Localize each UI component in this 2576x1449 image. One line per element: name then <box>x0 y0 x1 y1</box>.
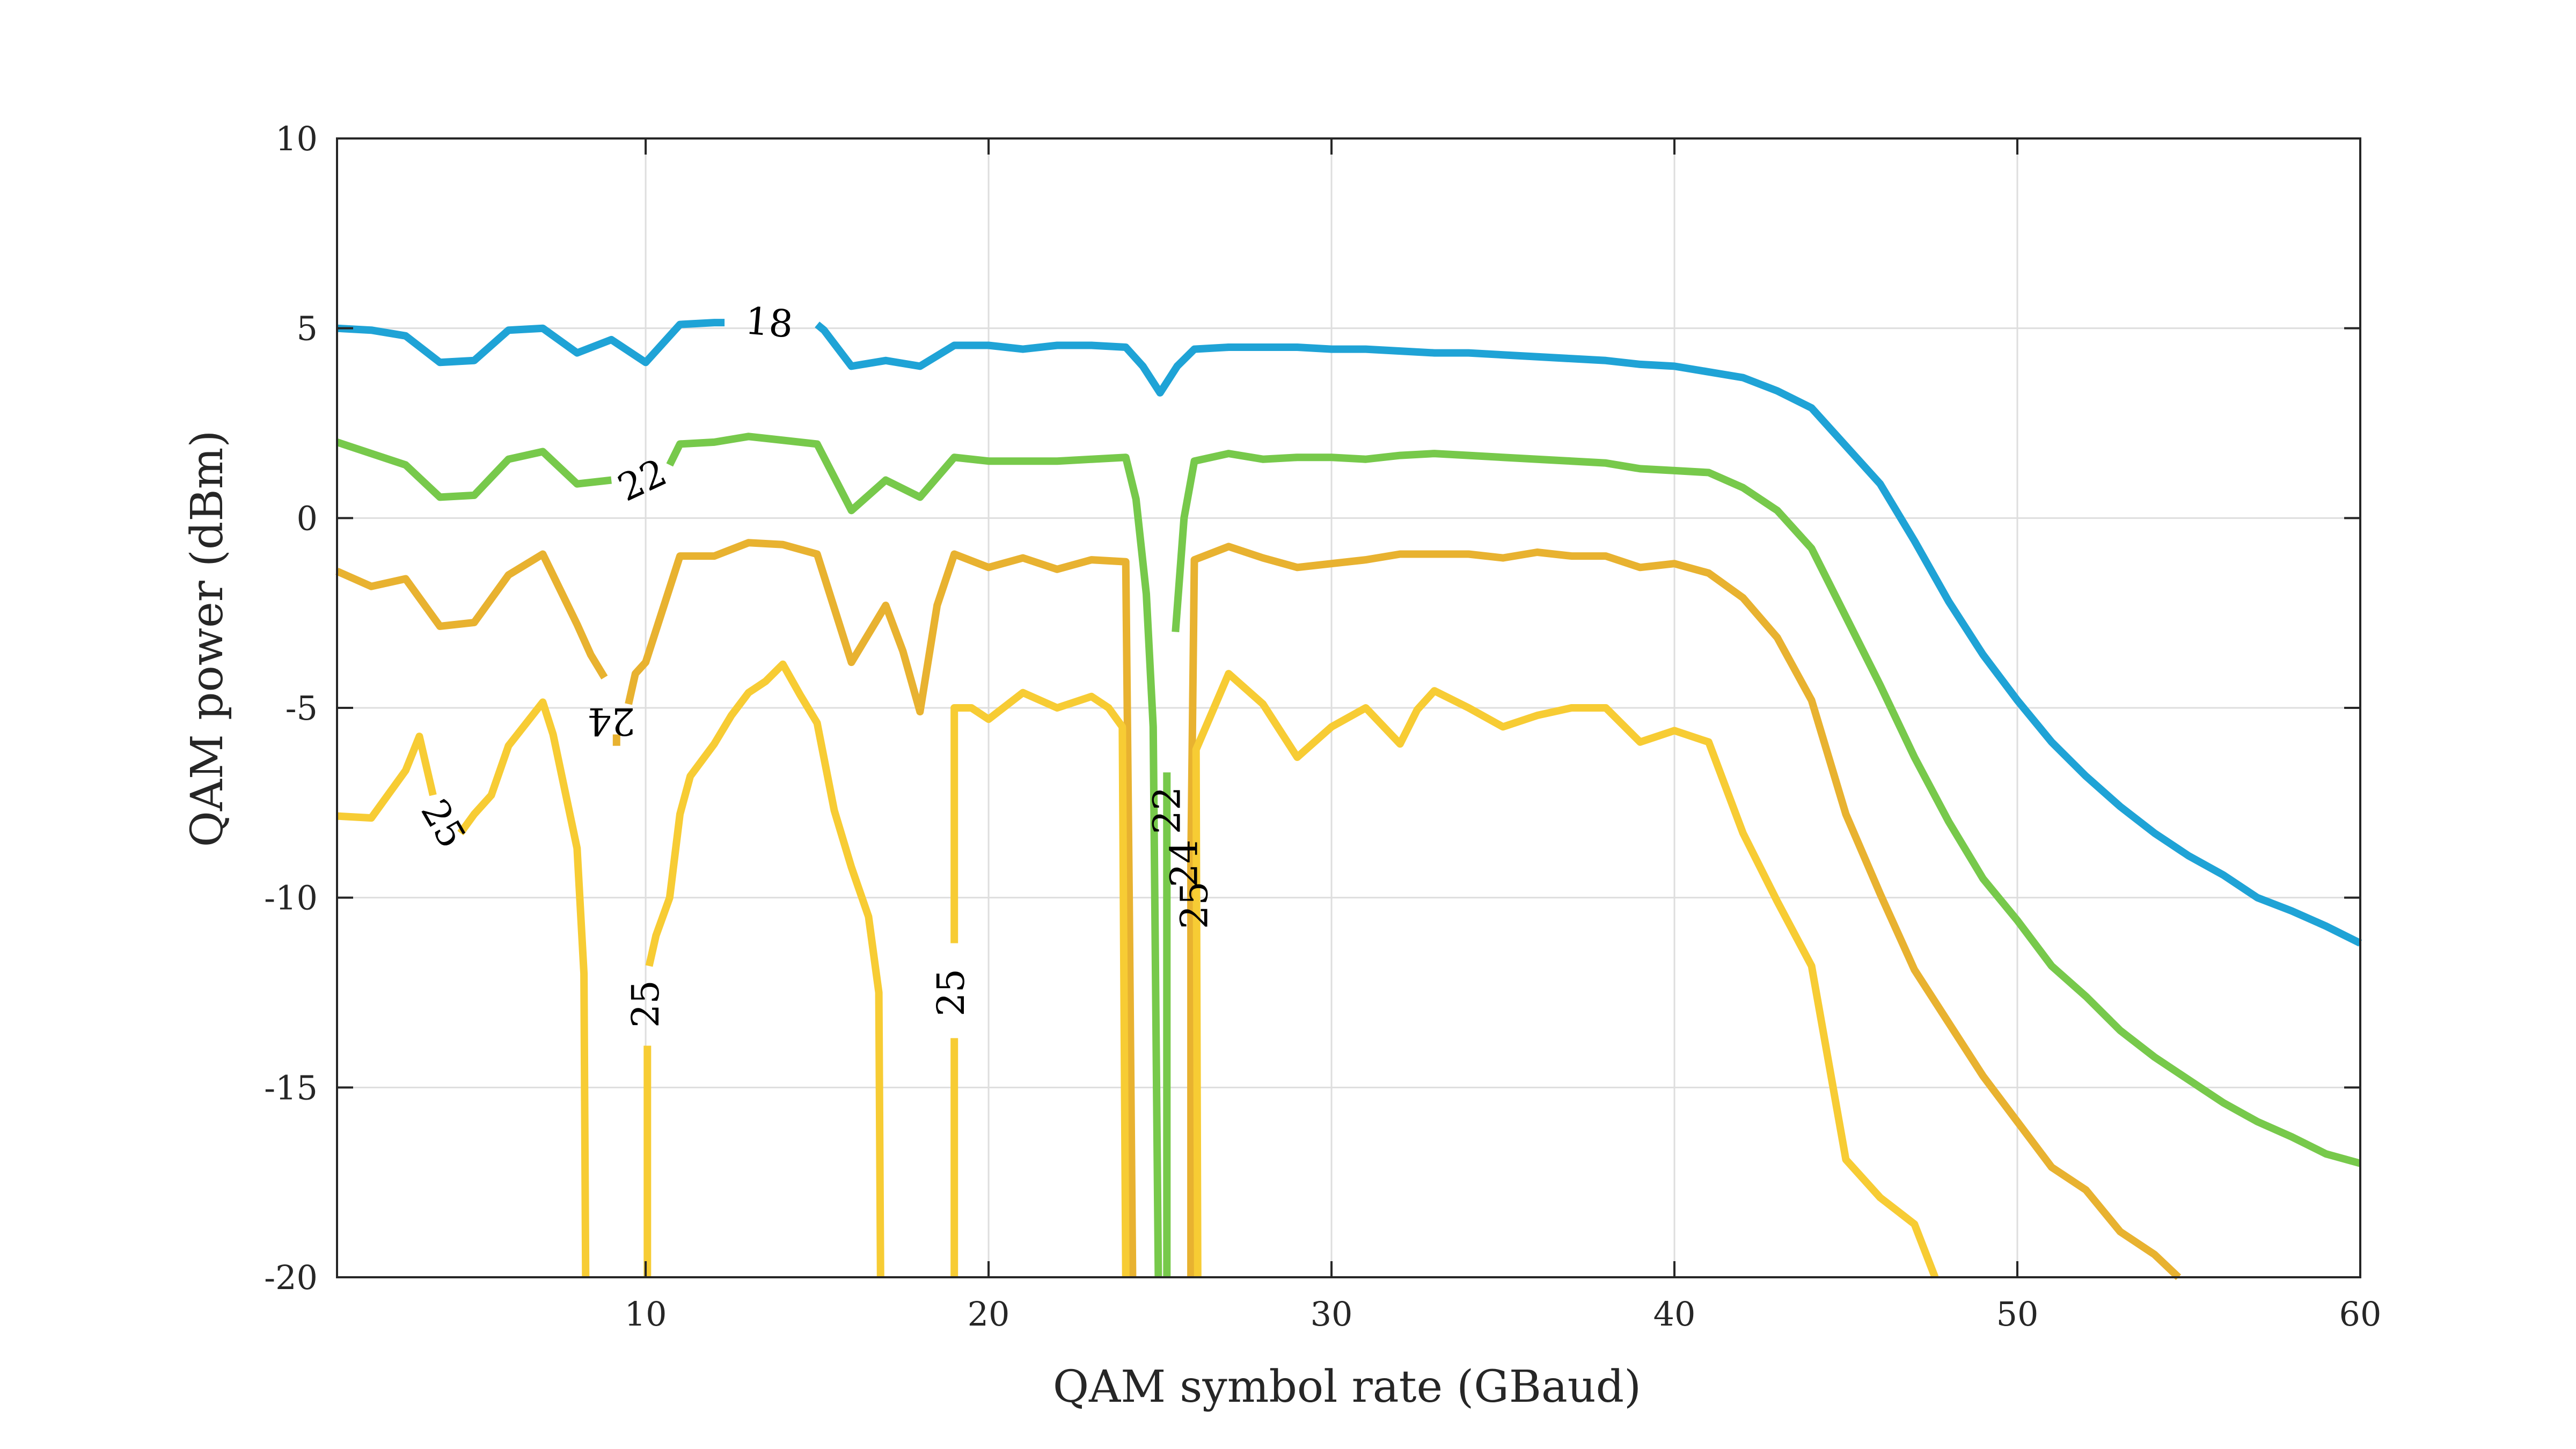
contour-label-22: 22 <box>1145 786 1189 834</box>
contour-line-18 <box>336 319 725 367</box>
contour-label-18: 18 <box>743 298 795 346</box>
x-tick-label: 60 <box>2339 1294 2382 1334</box>
contour-line-25 <box>457 698 590 1278</box>
axis-ticks: 10 20 30 40 50 60 -20 -15 -10 -5 0 5 10 <box>264 119 2381 1334</box>
x-axis-label: QAM symbol rate (GBaud) <box>1053 1362 1641 1413</box>
y-tick-label: -20 <box>264 1258 318 1297</box>
contour-line-24 <box>1187 543 2182 1280</box>
contour-line-25 <box>950 689 1130 1278</box>
y-axis-label: QAM power (dBm) <box>182 430 233 847</box>
x-tick-label: 40 <box>1653 1294 1696 1334</box>
contour-level-24 <box>335 539 2182 1280</box>
contour-label-25: 25 <box>1173 881 1217 929</box>
contour-level-25 <box>336 660 1939 1279</box>
x-tick-label: 30 <box>1311 1294 1353 1334</box>
y-tick-label: 5 <box>297 309 318 348</box>
contour-line-24 <box>625 539 1137 1278</box>
grid-lines <box>337 138 2361 1277</box>
x-tick-label: 50 <box>1996 1294 2039 1334</box>
y-tick-label: 0 <box>297 499 318 538</box>
contour-label-25: 25 <box>412 792 474 855</box>
contour-line-22 <box>335 438 612 501</box>
contour-level-18 <box>336 319 2362 947</box>
contour-label-24: 24 <box>1162 839 1206 887</box>
contour-line-25 <box>645 660 884 1278</box>
contour-line-25 <box>336 733 437 822</box>
contour-line-18 <box>815 321 2362 947</box>
contour-label-25: 25 <box>624 980 668 1028</box>
contour-level-22 <box>335 433 2361 1278</box>
contour-line-24 <box>335 550 608 680</box>
y-tick-label: -10 <box>264 879 318 918</box>
x-tick-label: 20 <box>968 1294 1010 1334</box>
x-tick-label: 10 <box>625 1294 667 1334</box>
contour-line-25 <box>1192 670 1939 1279</box>
contour-lines <box>335 319 2362 1280</box>
y-tick-label: -5 <box>286 689 318 728</box>
y-tick-label: 10 <box>275 119 318 158</box>
y-tick-label: -15 <box>264 1068 318 1107</box>
contour-label-25: 25 <box>929 969 973 1016</box>
contour-label-22: 22 <box>611 450 673 510</box>
contour-line-22 <box>666 433 1162 1278</box>
contour-line-22 <box>1172 450 2361 1167</box>
contour-label-24: 24 <box>588 699 635 743</box>
